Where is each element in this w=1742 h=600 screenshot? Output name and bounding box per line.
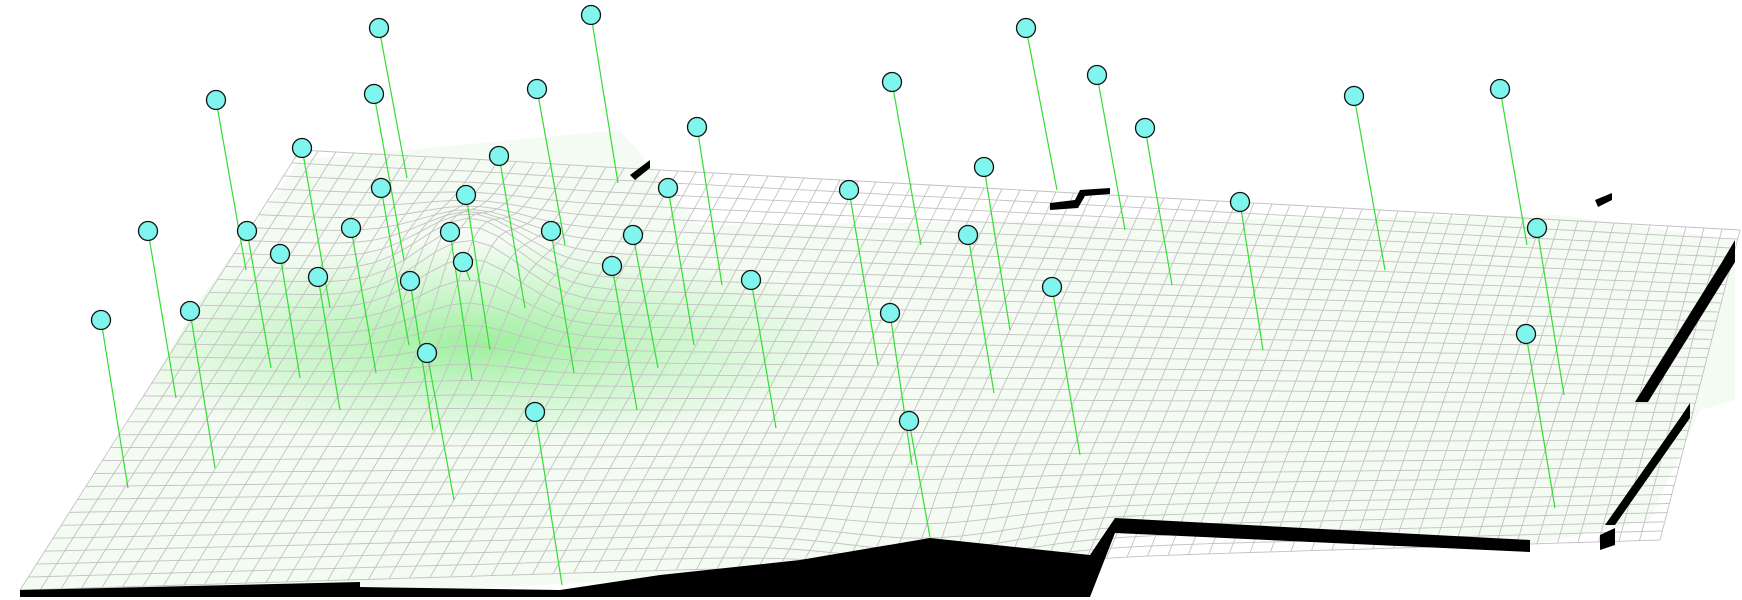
marker-stem — [1025, 27, 1058, 191]
marker-ball[interactable] — [1041, 276, 1063, 298]
marker-ball[interactable] — [740, 269, 762, 291]
front-skirt-ramp — [360, 538, 1090, 597]
marker-stem — [534, 411, 563, 586]
marker-ball[interactable] — [1015, 17, 1037, 39]
marker-stem — [891, 81, 922, 246]
marker-ball[interactable] — [416, 342, 438, 364]
marker-stem — [590, 14, 619, 184]
marker-ball[interactable] — [291, 137, 313, 159]
marker-ball[interactable] — [236, 220, 258, 242]
marker-stem — [378, 27, 408, 179]
marker-ball[interactable] — [1526, 217, 1548, 239]
marker-stem — [426, 352, 455, 501]
marker-stem — [215, 99, 247, 271]
marker-ball[interactable] — [205, 89, 227, 111]
marker-stem — [696, 126, 723, 286]
marker-stem — [189, 310, 216, 469]
marker-ball[interactable] — [1086, 64, 1108, 86]
marker-stem — [380, 187, 410, 346]
marker-stem — [100, 319, 129, 489]
marker-stem — [1051, 286, 1081, 456]
marker-ball[interactable] — [137, 220, 159, 242]
marker-ball[interactable] — [179, 300, 201, 322]
marker-ball[interactable] — [368, 17, 390, 39]
marker-stem — [967, 234, 995, 394]
marker-stem — [750, 279, 777, 429]
marker-ball[interactable] — [601, 255, 623, 277]
marker-ball[interactable] — [881, 71, 903, 93]
marker-ball[interactable] — [957, 224, 979, 246]
marker-ball[interactable] — [1134, 117, 1156, 139]
surface-skirts — [20, 160, 1735, 597]
back-step-1 — [630, 160, 650, 180]
marker-stem — [889, 312, 913, 466]
marker-stem — [350, 227, 377, 374]
marker-stem — [1499, 88, 1528, 246]
marker-ball[interactable] — [439, 221, 461, 243]
marker-ball[interactable] — [1515, 323, 1537, 345]
marker-stem — [373, 93, 405, 261]
marker-ball[interactable] — [622, 224, 644, 246]
marker-ball[interactable] — [399, 270, 421, 292]
marker-ball[interactable] — [1489, 78, 1511, 100]
marker-stem — [848, 189, 879, 366]
marker-stem — [611, 265, 638, 411]
marker-ball[interactable] — [879, 302, 901, 324]
marker-stem — [1525, 333, 1556, 509]
marker-ball[interactable] — [526, 78, 548, 100]
marker-stem — [1239, 201, 1264, 351]
marker-ball[interactable] — [686, 116, 708, 138]
marker-stem — [498, 155, 526, 309]
back-step-3 — [1595, 193, 1612, 207]
marker-stem — [1353, 95, 1386, 271]
marker-stem — [279, 253, 301, 379]
marker-ball[interactable] — [488, 145, 510, 167]
marker-ball[interactable] — [540, 220, 562, 242]
back-step-2 — [1050, 188, 1110, 210]
marker-ball[interactable] — [90, 309, 112, 331]
surface-mesh — [19, 149, 1741, 591]
marker-ball[interactable] — [838, 179, 860, 201]
marker-stem — [550, 230, 575, 374]
marker-ball[interactable] — [973, 156, 995, 178]
marker-ball[interactable] — [340, 217, 362, 239]
marker-ball[interactable] — [370, 177, 392, 199]
marker-ball[interactable] — [580, 4, 602, 26]
marker-layer — [90, 4, 1565, 586]
marker-stem — [147, 230, 177, 399]
marker-stem — [983, 166, 1011, 331]
marker-stem — [1096, 74, 1126, 231]
marker-stem — [536, 88, 566, 246]
front-skirt-left — [20, 582, 360, 597]
marker-stem — [1144, 127, 1173, 286]
marker-stem — [632, 234, 659, 369]
marker-stem — [667, 187, 695, 346]
marker-ball[interactable] — [657, 177, 679, 199]
marker-stem — [317, 276, 341, 411]
marker-stem — [908, 420, 931, 538]
marker-stem — [465, 194, 491, 351]
marker-ball[interactable] — [452, 251, 474, 273]
marker-ball[interactable] — [307, 266, 329, 288]
marker-ball[interactable] — [1343, 85, 1365, 107]
step-skirt — [1090, 518, 1530, 597]
marker-stem — [1536, 227, 1565, 396]
marker-stem — [246, 230, 272, 369]
marker-ball[interactable] — [898, 410, 920, 432]
marker-ball[interactable] — [524, 401, 546, 423]
marker-ball[interactable] — [455, 184, 477, 206]
marker-ball[interactable] — [269, 243, 291, 265]
marker-ball[interactable] — [1229, 191, 1251, 213]
marker-ball[interactable] — [363, 83, 385, 105]
marker-stem — [449, 231, 473, 381]
right-skirt-foot — [1600, 528, 1615, 550]
